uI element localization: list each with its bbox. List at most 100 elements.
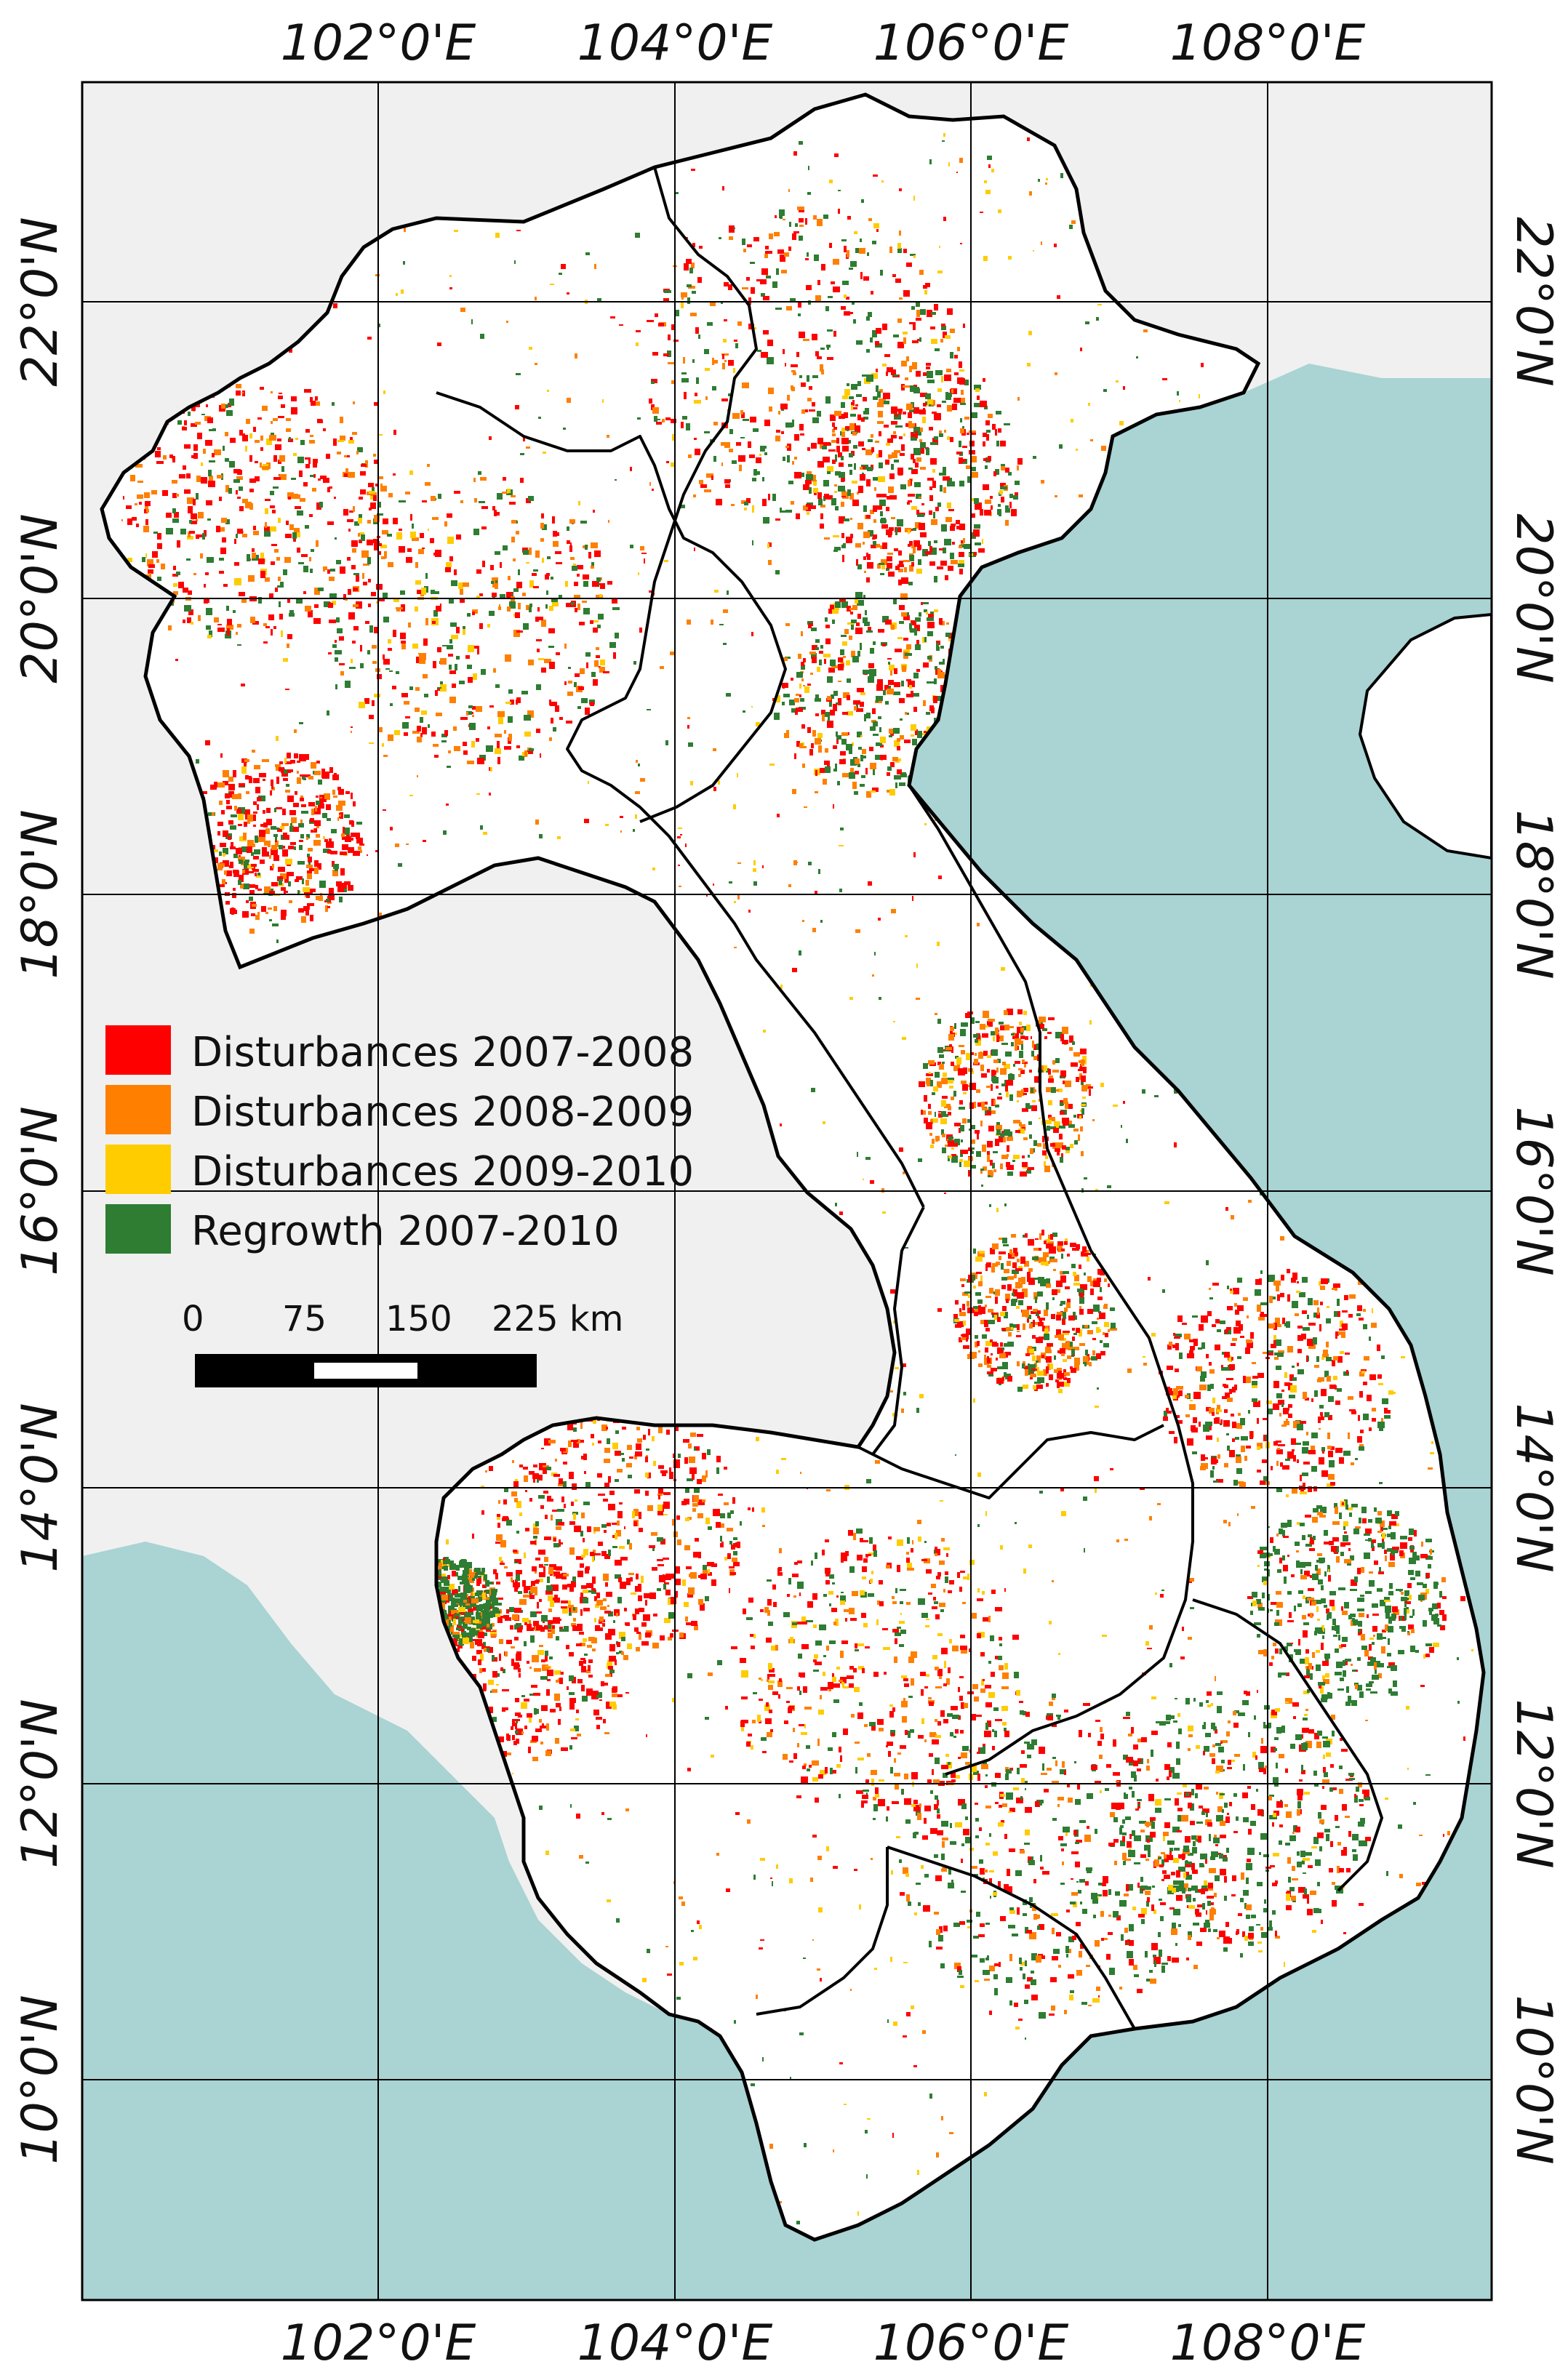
- change-pixel: [547, 1679, 551, 1681]
- change-pixel: [986, 1262, 991, 1267]
- change-pixel: [540, 1726, 546, 1728]
- change-pixel: [945, 392, 948, 398]
- change-pixel: [666, 1430, 670, 1435]
- change-pixel: [548, 1595, 553, 1601]
- change-pixel: [286, 521, 289, 525]
- change-pixel: [809, 623, 813, 626]
- change-pixel: [306, 865, 313, 868]
- change-pixel: [233, 610, 236, 613]
- change-pixel: [574, 1726, 579, 1731]
- change-pixel: [605, 1633, 612, 1640]
- change-pixel: [299, 470, 303, 477]
- change-pixel: [1042, 1028, 1047, 1031]
- change-pixel: [658, 323, 664, 326]
- change-pixel: [974, 1059, 978, 1065]
- change-pixel: [612, 607, 620, 610]
- change-pixel: [588, 552, 591, 558]
- change-pixel: [253, 778, 260, 783]
- change-pixel: [286, 784, 289, 787]
- change-pixel: [889, 495, 897, 500]
- change-pixel: [481, 669, 486, 675]
- change-pixel: [1317, 1307, 1319, 1315]
- change-pixel: [921, 602, 923, 605]
- change-pixel: [817, 733, 823, 738]
- change-pixel: [505, 1651, 508, 1656]
- change-pixel: [939, 662, 945, 665]
- change-pixel: [959, 1308, 961, 1312]
- change-pixel: [1044, 1334, 1049, 1340]
- change-pixel: [295, 438, 298, 440]
- change-pixel: [1241, 1418, 1244, 1422]
- change-pixel: [137, 481, 143, 483]
- change-pixel: [995, 1289, 1000, 1296]
- change-pixel: [488, 1647, 493, 1653]
- change-pixel: [271, 849, 278, 855]
- change-pixel: [953, 398, 961, 403]
- change-pixel: [1083, 1362, 1087, 1364]
- change-pixel: [433, 661, 436, 668]
- change-pixel: [831, 440, 836, 443]
- change-pixel: [257, 869, 259, 872]
- change-pixel: [658, 1487, 663, 1494]
- change-pixel: [1199, 1422, 1201, 1427]
- change-pixel: [948, 566, 953, 571]
- change-pixel: [1046, 1087, 1052, 1092]
- change-pixel: [786, 730, 789, 734]
- change-pixel: [793, 1753, 797, 1759]
- change-pixel: [672, 1519, 676, 1526]
- change-pixel: [260, 462, 262, 468]
- change-pixel: [353, 604, 359, 607]
- change-pixel: [966, 1329, 971, 1335]
- change-pixel: [836, 438, 839, 444]
- change-pixel: [835, 454, 837, 462]
- change-pixel: [939, 430, 942, 435]
- change-pixel: [538, 1550, 545, 1555]
- change-pixel: [639, 1608, 644, 1612]
- change-pixel: [828, 1591, 833, 1595]
- change-pixel: [768, 1680, 775, 1683]
- change-pixel: [580, 1643, 585, 1646]
- change-pixel: [1369, 1337, 1371, 1341]
- change-pixel: [652, 1567, 657, 1571]
- change-pixel: [995, 469, 999, 475]
- change-pixel: [1067, 1299, 1071, 1302]
- change-pixel: [954, 1319, 959, 1322]
- change-pixel: [1271, 1344, 1276, 1348]
- change-pixel: [982, 1334, 987, 1339]
- change-pixel: [852, 782, 857, 789]
- change-pixel: [493, 668, 496, 673]
- change-pixel: [473, 1606, 478, 1611]
- change-pixel: [169, 454, 173, 458]
- change-pixel: [841, 456, 844, 460]
- change-pixel: [556, 1680, 559, 1683]
- change-pixel: [1001, 1277, 1007, 1281]
- change-pixel: [728, 360, 734, 366]
- change-pixel: [700, 484, 707, 488]
- change-pixel: [761, 352, 768, 358]
- change-pixel: [541, 620, 546, 627]
- change-pixel: [415, 562, 418, 568]
- change-pixel: [687, 297, 690, 304]
- change-pixel: [1044, 1166, 1050, 1172]
- change-pixel: [419, 653, 426, 660]
- change-pixel: [273, 418, 278, 421]
- change-pixel: [689, 1467, 697, 1474]
- change-pixel: [231, 842, 233, 847]
- change-pixel: [848, 464, 852, 467]
- change-pixel: [920, 442, 926, 448]
- change-pixel: [849, 470, 852, 475]
- change-pixel: [127, 518, 132, 525]
- change-pixel: [503, 1499, 507, 1504]
- change-pixel: [1361, 1369, 1367, 1371]
- change-pixel: [978, 548, 985, 553]
- change-pixel: [1063, 1331, 1070, 1333]
- change-pixel: [593, 679, 598, 686]
- change-pixel: [783, 694, 790, 697]
- change-pixel: [899, 782, 905, 786]
- change-pixel: [635, 1451, 642, 1457]
- change-pixel: [524, 1726, 527, 1729]
- change-pixel: [580, 521, 587, 524]
- change-pixel: [811, 1560, 813, 1566]
- change-pixel: [752, 505, 754, 513]
- change-pixel: [1004, 1343, 1009, 1347]
